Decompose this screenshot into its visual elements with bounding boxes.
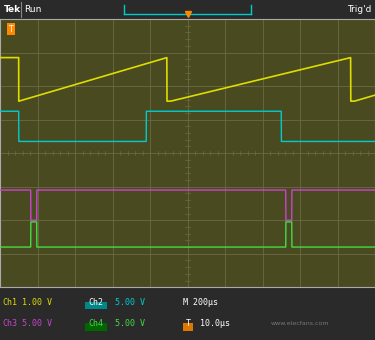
Text: 1.00 V: 1.00 V [22, 298, 52, 307]
Text: Tek: Tek [4, 5, 21, 14]
FancyBboxPatch shape [85, 323, 107, 330]
Text: 10.0μs: 10.0μs [200, 319, 230, 328]
FancyBboxPatch shape [85, 302, 107, 309]
Text: T: T [9, 24, 14, 34]
Text: Ch2: Ch2 [88, 298, 104, 307]
Text: 5.00 V: 5.00 V [115, 298, 145, 307]
Text: T: T [186, 319, 190, 328]
Text: Ch3: Ch3 [2, 319, 17, 328]
Text: Run: Run [24, 5, 42, 14]
Text: M 200μs: M 200μs [183, 298, 218, 307]
Text: www.elecfans.com: www.elecfans.com [271, 321, 329, 326]
Text: Ch1: Ch1 [2, 298, 17, 307]
Text: 5.00 V: 5.00 V [22, 319, 52, 328]
FancyBboxPatch shape [183, 323, 193, 330]
Text: Ch4: Ch4 [88, 319, 104, 328]
Text: 5.00 V: 5.00 V [115, 319, 145, 328]
Text: Trig'd: Trig'd [347, 5, 371, 14]
